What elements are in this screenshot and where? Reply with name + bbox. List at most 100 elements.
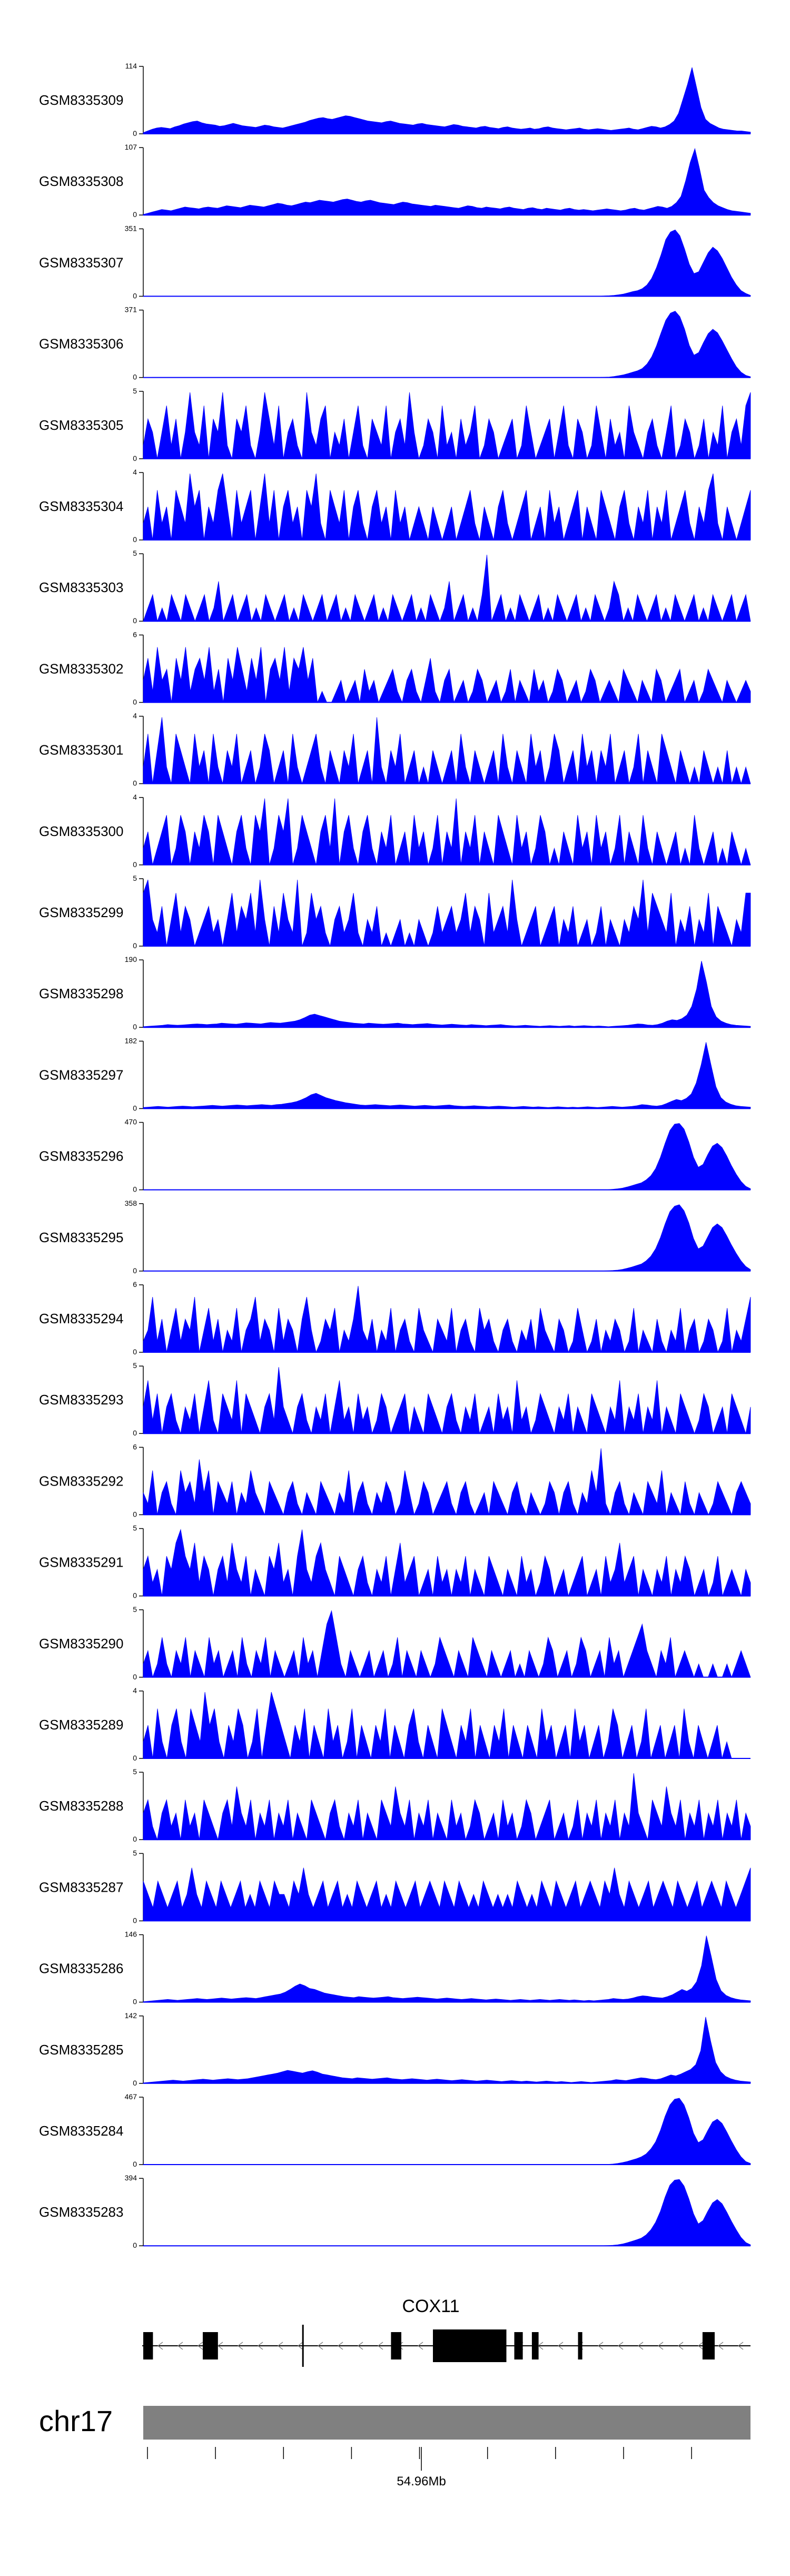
track-GSM8335304: GSM8335304 4 0 [39,468,751,544]
gene-track: COX11 [142,2296,750,2367]
track-name-label: GSM8335287 [39,1879,123,1895]
y-max-label: 114 [125,62,137,70]
y-max-label: 146 [125,1930,137,1939]
strand-arrow-chevron [597,2342,604,2350]
y-min-label: 0 [133,1998,137,2006]
coverage-area [143,67,751,134]
y-min-label: 0 [133,1022,137,1031]
strand-arrow-chevron [197,2342,203,2350]
y-min-label: 0 [133,2160,137,2168]
track-GSM8335290: GSM8335290 5 0 [39,1605,751,1681]
track-GSM8335296: GSM8335296 470 0 [39,1118,751,1194]
y-min-label: 0 [133,697,137,706]
strand-arrow-chevron [257,2342,263,2350]
chromosome-bar [143,2406,750,2440]
track-GSM8335298: GSM8335298 190 0 [39,955,751,1031]
coverage-area [143,1448,751,1516]
track-name-label: GSM8335305 [39,417,123,433]
track-name-label: GSM8335308 [39,173,123,189]
exon-block [531,2332,539,2359]
track-name-label: GSM8335292 [39,1473,123,1489]
coverage-area [143,1773,751,1841]
y-max-label: 6 [133,630,137,638]
y-min-label: 0 [133,210,137,219]
y-min-label: 0 [133,779,137,788]
strand-arrow-chevron [737,2342,744,2350]
exon-block [203,2332,218,2359]
track-name-label: GSM8335294 [39,1311,123,1326]
exon-block [391,2332,401,2359]
coverage-area [143,1935,751,2002]
coverage-area [143,647,751,703]
y-min-label: 0 [133,373,137,381]
y-min-label: 0 [133,1916,137,1924]
strand-arrow-chevron [657,2342,664,2350]
track-GSM8335288: GSM8335288 5 0 [39,1767,751,1843]
track-GSM8335295: GSM8335295 358 0 [39,1199,751,1275]
track-GSM8335294: GSM8335294 6 0 [39,1280,751,1356]
track-name-label: GSM8335291 [39,1555,123,1570]
coverage-area [143,473,751,541]
y-min-label: 0 [133,616,137,625]
track-name-label: GSM8335299 [39,904,123,920]
track-name-label: GSM8335306 [39,336,123,352]
track-GSM8335302: GSM8335302 6 0 [39,630,751,706]
chromosome-ideogram: chr17 54.96Mb [39,2404,750,2489]
y-max-label: 5 [133,549,137,557]
gene-name-label: COX11 [402,2296,460,2316]
strand-arrow-chevron [277,2342,283,2350]
strand-arrow-chevron [297,2342,303,2350]
track-GSM8335297: GSM8335297 182 0 [39,1036,751,1112]
coverage-area [143,2017,751,2084]
strand-arrow-chevron [337,2342,343,2350]
strand-arrow-chevron [697,2342,704,2350]
track-GSM8335300: GSM8335300 4 0 [39,793,751,869]
track-GSM8335301: GSM8335301 4 0 [39,712,751,788]
y-min-label: 0 [133,454,137,463]
coverage-area [143,1367,751,1434]
track-name-label: GSM8335307 [39,254,123,270]
coverage-area [143,555,751,622]
chromosome-label: chr17 [39,2404,113,2437]
strand-arrow-chevron [217,2342,223,2350]
y-max-label: 5 [133,1361,137,1370]
axis-ticks [147,2447,692,2471]
y-max-label: 5 [133,874,137,882]
y-max-label: 394 [125,2174,137,2182]
track-name-label: GSM8335303 [39,579,123,595]
track-name-label: GSM8335304 [39,498,123,514]
coverage-area [143,1042,751,1109]
track-name-label: GSM8335285 [39,2042,123,2058]
y-max-label: 467 [125,2092,137,2101]
coverage-area [143,2098,751,2165]
y-max-label: 5 [133,1605,137,1614]
position-tick-label: 54.96Mb [397,2474,446,2489]
exon-block [702,2332,715,2359]
track-name-label: GSM8335301 [39,742,123,758]
coverage-area [143,392,751,460]
coverage-area [143,1867,751,1921]
y-max-label: 6 [133,1442,137,1451]
y-min-label: 0 [133,1591,137,1600]
y-min-label: 0 [133,1510,137,1518]
track-name-label: GSM8335286 [39,1961,123,1977]
track-name-label: GSM8335290 [39,1636,123,1651]
coverage-area [143,717,751,785]
y-min-label: 0 [133,1104,137,1112]
y-min-label: 0 [133,941,137,950]
strand-arrow-chevron [557,2342,564,2350]
track-GSM8335285: GSM8335285 142 0 [39,2011,751,2087]
y-max-label: 5 [133,1524,137,1532]
y-min-label: 0 [133,1185,137,1194]
track-name-label: GSM8335288 [39,1798,123,1814]
y-max-label: 5 [133,1767,137,1776]
coverage-area [143,1692,750,1759]
y-min-label: 0 [133,1754,137,1762]
track-GSM8335283: GSM8335283 394 0 [39,2174,751,2249]
exon-block [578,2332,582,2359]
track-GSM8335309: GSM8335309 114 0 [39,62,751,137]
y-max-label: 470 [125,1118,137,1126]
y-max-label: 107 [125,143,137,151]
y-max-label: 4 [133,793,137,801]
